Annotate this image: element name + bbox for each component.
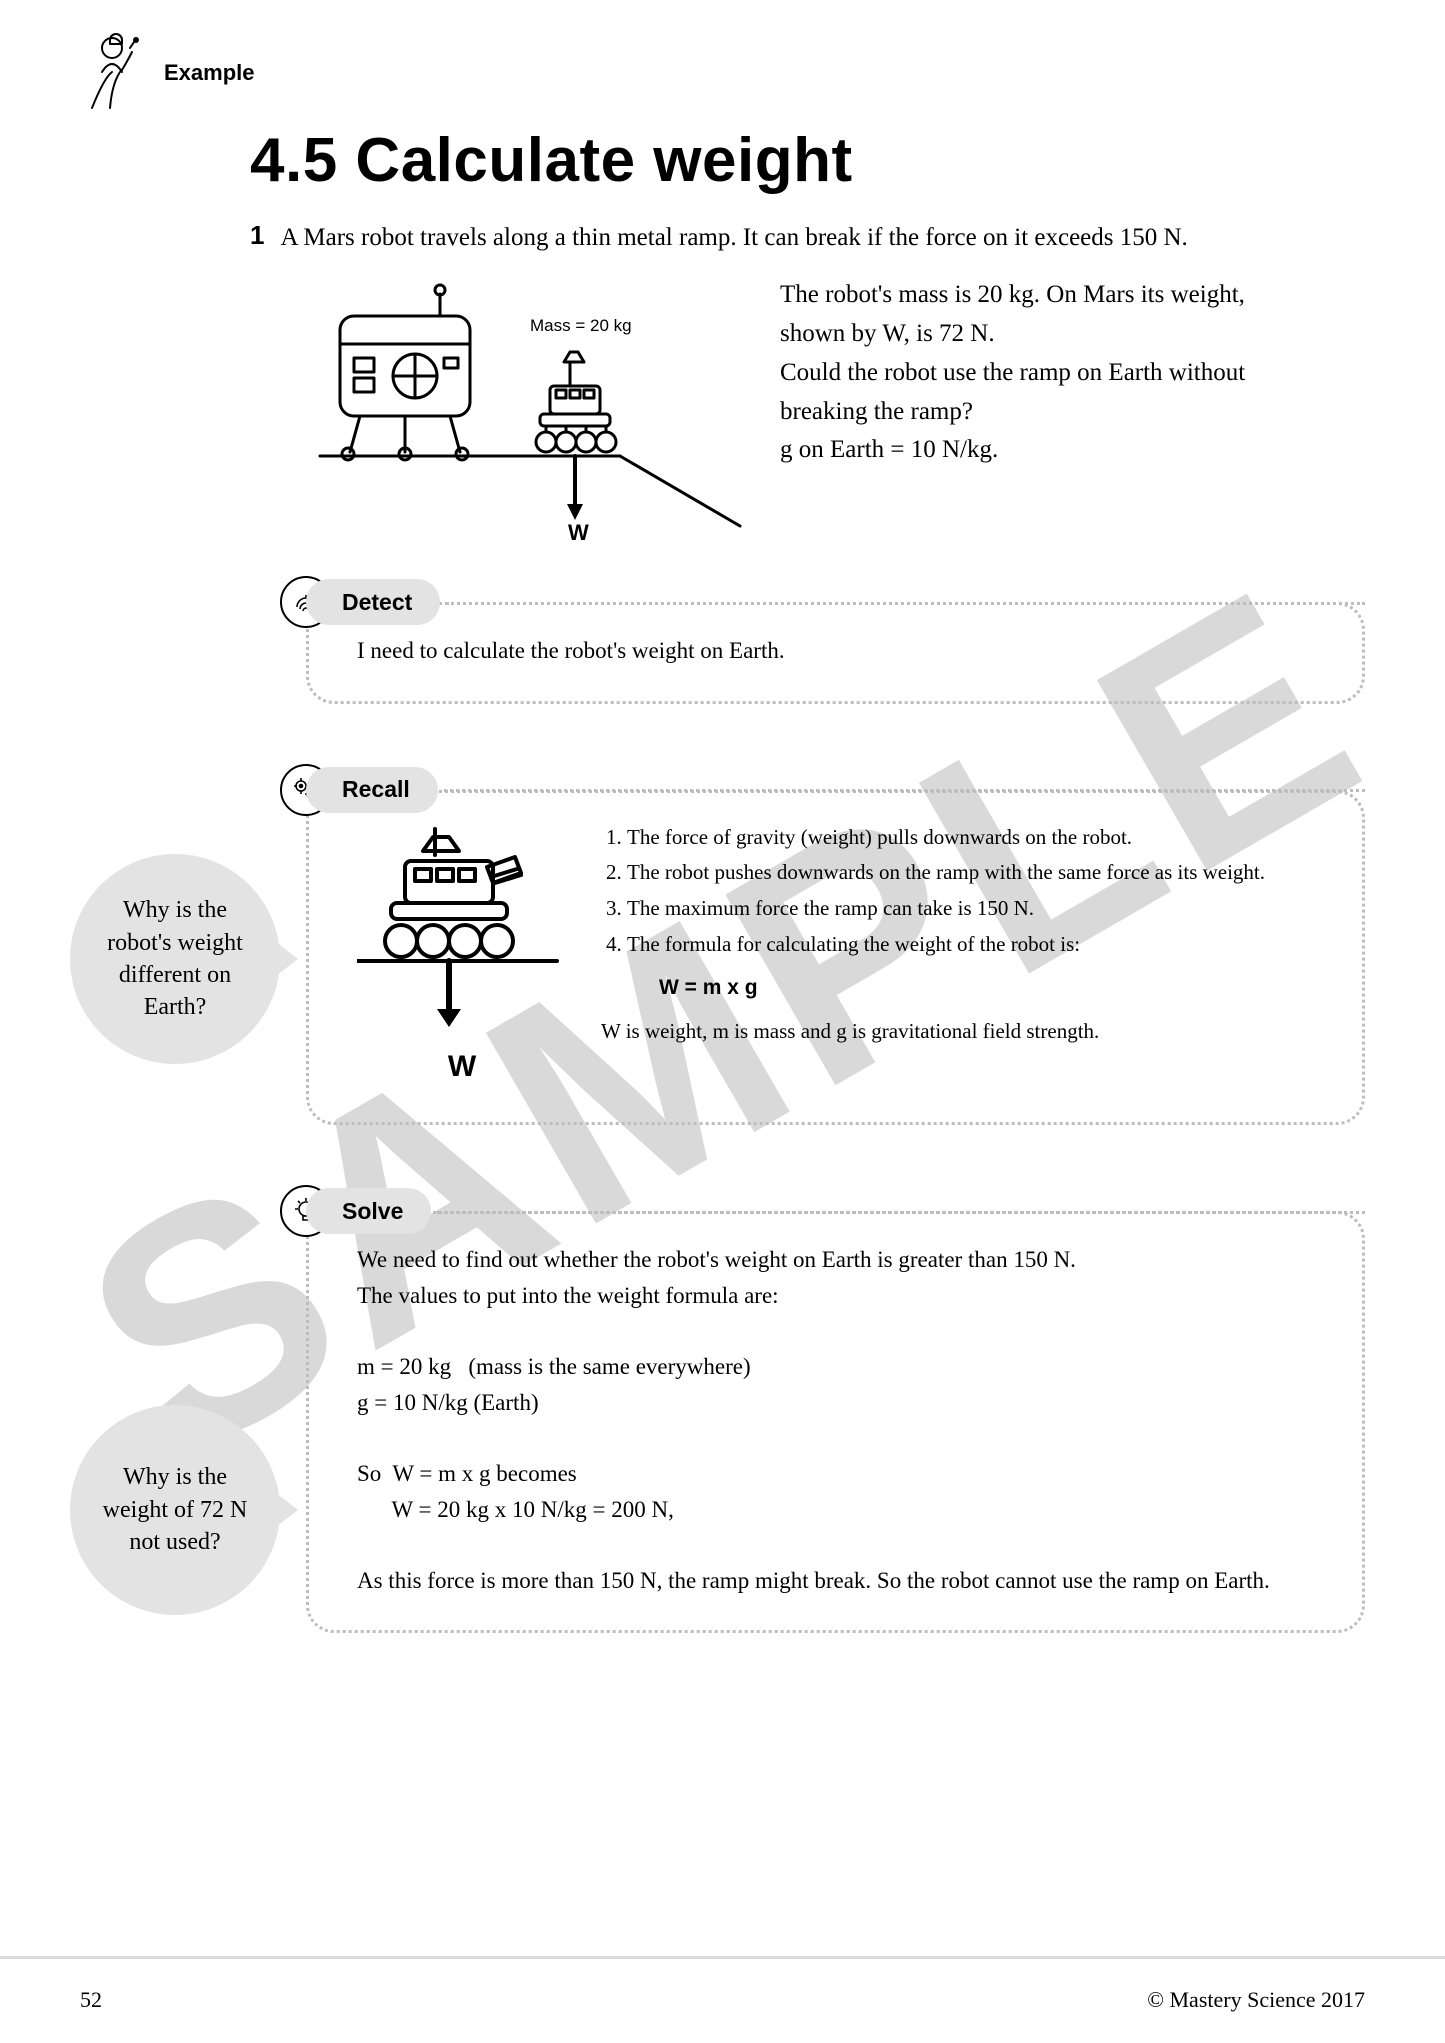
example-icon xyxy=(80,30,150,115)
recall-item: The maximum force the ramp can take is 1… xyxy=(627,892,1265,926)
w-label: W xyxy=(568,520,589,546)
recall-w-label: W xyxy=(357,1044,567,1091)
solve-box: We need to find out whether the robot's … xyxy=(306,1211,1365,1633)
detect-label: Detect xyxy=(306,579,440,625)
solve-label: Solve xyxy=(306,1188,431,1234)
recall-legend: W is weight, m is mass and g is gravitat… xyxy=(601,1015,1265,1049)
page-number: 52 xyxy=(80,1987,102,2013)
callout-bubble-2: Why is the weight of 72 N not used? xyxy=(70,1405,280,1615)
example-heading: Example xyxy=(80,30,1365,115)
recall-list: The force of gravity (weight) pulls down… xyxy=(601,821,1265,1090)
recall-formula: W = m x g xyxy=(659,971,1265,1005)
page-title: 4.5 Calculate weight xyxy=(250,125,1365,196)
recall-box: W The force of gravity (weight) pulls do… xyxy=(306,790,1365,1125)
example-label: Example xyxy=(164,60,255,86)
recall-item: The force of gravity (weight) pulls down… xyxy=(627,821,1265,855)
divider xyxy=(446,602,1365,605)
bubble2-text: Why is the weight of 72 N not used? xyxy=(90,1461,260,1558)
problem-side-text: The robot's mass is 20 kg. On Mars its w… xyxy=(780,276,1300,470)
recall-item: The robot pushes downwards on the ramp w… xyxy=(627,856,1265,890)
question-number: 1 xyxy=(250,220,264,256)
recall-diagram: W xyxy=(357,821,567,1090)
divider xyxy=(444,789,1365,792)
divider xyxy=(437,1211,1365,1214)
recall-item: The formula for calculating the weight o… xyxy=(627,928,1265,962)
recall-label: Recall xyxy=(306,767,438,813)
mass-label: Mass = 20 kg xyxy=(530,316,632,336)
callout-bubble-1: Why is the robot's weight different on E… xyxy=(70,854,280,1064)
copyright: © Mastery Science 2017 xyxy=(1147,1987,1365,2013)
bubble1-text: Why is the robot's weight different on E… xyxy=(90,894,260,1024)
problem-diagram: Mass = 20 kg W xyxy=(320,276,740,536)
question-text: A Mars robot travels along a thin metal … xyxy=(280,220,1187,256)
detect-text: I need to calculate the robot's weight o… xyxy=(357,638,785,663)
